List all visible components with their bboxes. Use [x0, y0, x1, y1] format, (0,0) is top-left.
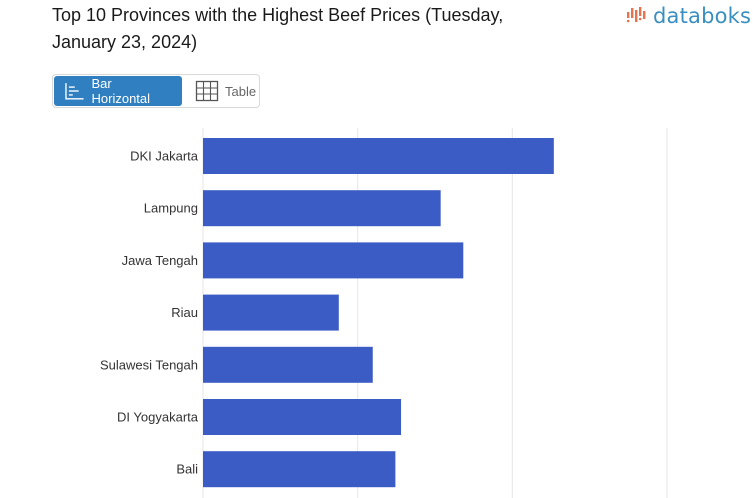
chart-title: Top 10 Provinces with the Highest Beef P…	[52, 5, 504, 52]
view-toggle: Bar Horizontal Table	[52, 74, 260, 108]
category-label: Sulawesi Tengah	[100, 357, 198, 372]
category-label: DI Yogyakarta	[117, 410, 199, 425]
category-label: Bali	[176, 462, 198, 477]
table-label: Table	[225, 83, 257, 99]
bar-lampung[interactable]	[203, 190, 441, 227]
category-label: Lampung	[144, 201, 198, 216]
bar-sulawesi-tengah[interactable]	[203, 346, 373, 383]
bar-di-yogyakarta[interactable]	[203, 399, 402, 435]
bar-dki-jakarta[interactable]	[203, 138, 554, 174]
logo-mark-icon	[626, 7, 646, 23]
category-label: DKI Jakarta	[130, 149, 199, 164]
bar-chart: DKI Jakarta Lampung Jawa Tengah Riau Sulawes…	[100, 128, 668, 498]
category-label: Riau	[171, 305, 198, 320]
databoks-logo: databoks	[626, 4, 751, 28]
table-button[interactable]: Table	[183, 75, 256, 107]
bar-horizontal-label: Bar Horizontal	[91, 76, 151, 106]
bar-bali[interactable]	[203, 451, 396, 488]
bar-jawa-tengah[interactable]	[203, 242, 464, 279]
bar-riau[interactable]	[203, 294, 339, 331]
table-icon	[195, 80, 219, 102]
category-label: Jawa Tengah	[122, 253, 198, 268]
bar-chart-icon	[65, 83, 84, 100]
bar-horizontal-button[interactable]: Bar Horizontal	[54, 76, 182, 106]
logo-text: databoks	[653, 4, 752, 28]
